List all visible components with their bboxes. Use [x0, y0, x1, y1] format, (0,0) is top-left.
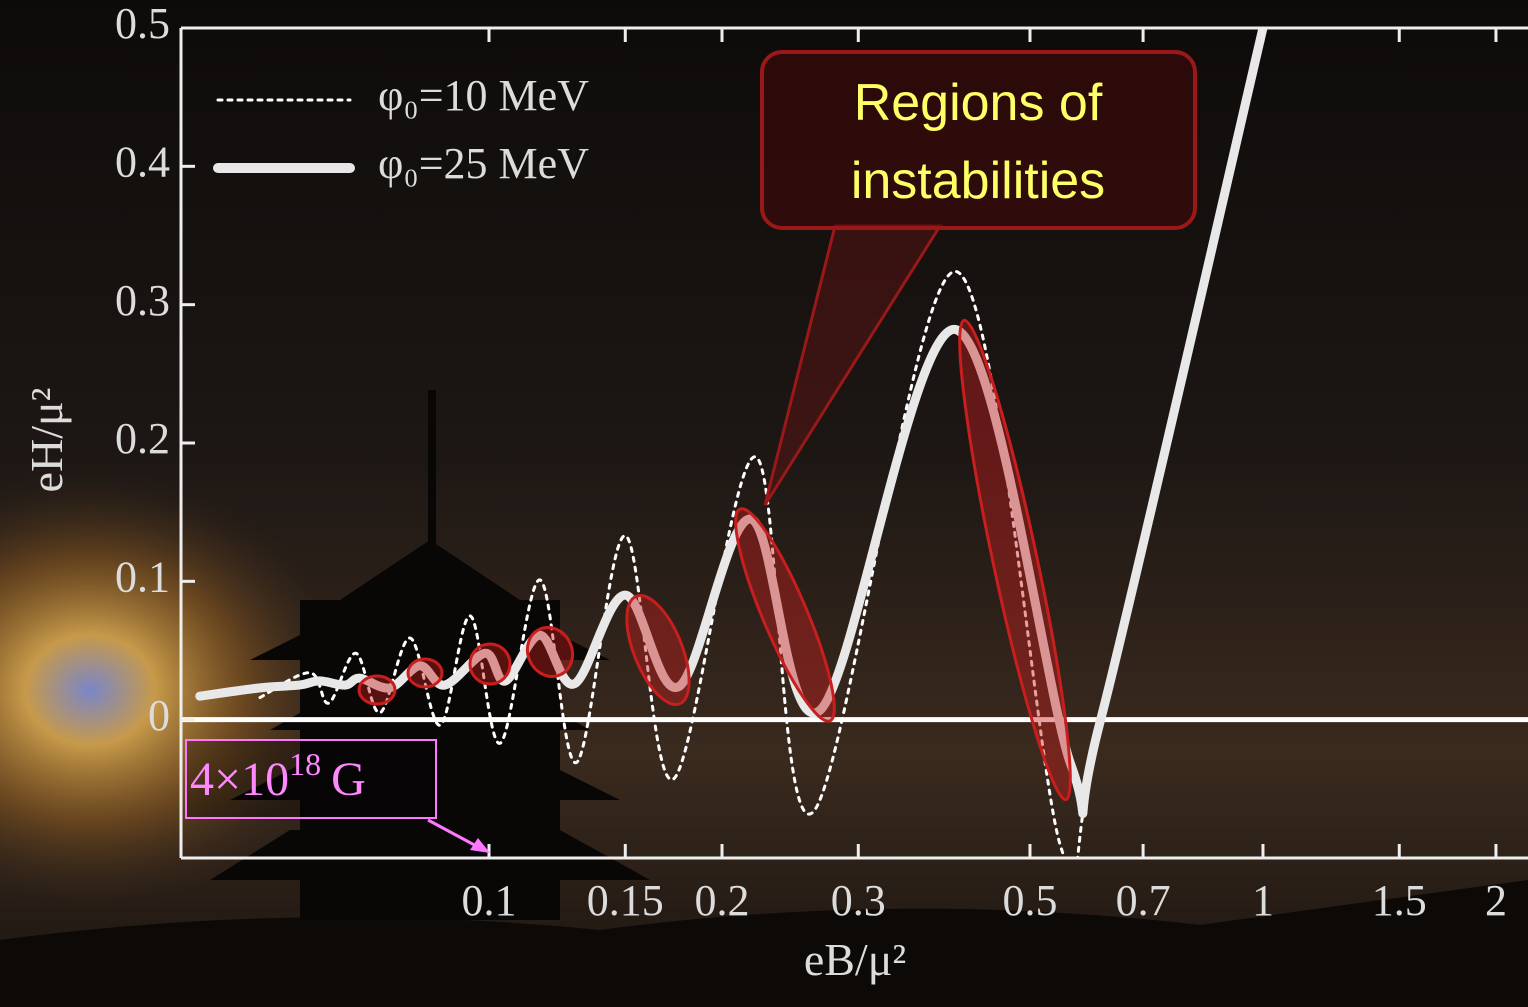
legend-label: φ₀=10 MeV: [378, 71, 589, 120]
series-line: [258, 28, 1265, 858]
callout: Regions of instabilities: [760, 50, 1197, 506]
axes: [179, 26, 1528, 860]
x-tick-label: 0.7: [1116, 876, 1171, 925]
x-tick-label: 0.5: [1002, 876, 1057, 925]
callout-text: instabilities: [851, 152, 1105, 210]
field-unit: G: [331, 753, 366, 806]
y-tick-label: 0.1: [115, 552, 170, 601]
x-tick-label: 2: [1485, 876, 1507, 925]
field-label: 4×1018 G: [190, 746, 366, 806]
y-tick-label: 0: [148, 691, 170, 740]
x-tick-label: 0.2: [694, 876, 749, 925]
x-tick-label: 0.15: [587, 876, 664, 925]
y-tick-label: 0.2: [115, 414, 170, 463]
legend-label: φ₀=25 MeV: [378, 139, 589, 188]
y-axis-label: eH/μ²: [21, 388, 72, 493]
legend: φ₀=10 MeV φ₀=25 MeV: [213, 71, 589, 188]
instability-regions: [357, 318, 1072, 802]
x-tick-label: 1: [1252, 876, 1274, 925]
field-annotation: 4×1018 G: [185, 739, 490, 853]
field-exponent: 18: [289, 746, 321, 782]
callout-text: Regions of: [854, 74, 1103, 132]
y-tick-label: 0.4: [115, 137, 170, 186]
y-tick-label: 0.3: [115, 276, 170, 325]
y-tick-label: 0.5: [115, 0, 170, 48]
x-tick-label: 1.5: [1372, 876, 1427, 925]
field-base: 4×10: [190, 753, 289, 806]
x-tick-label: 0.3: [831, 876, 886, 925]
x-axis-label: eB/μ²: [804, 934, 906, 985]
x-tick-label: 0.1: [461, 876, 516, 925]
